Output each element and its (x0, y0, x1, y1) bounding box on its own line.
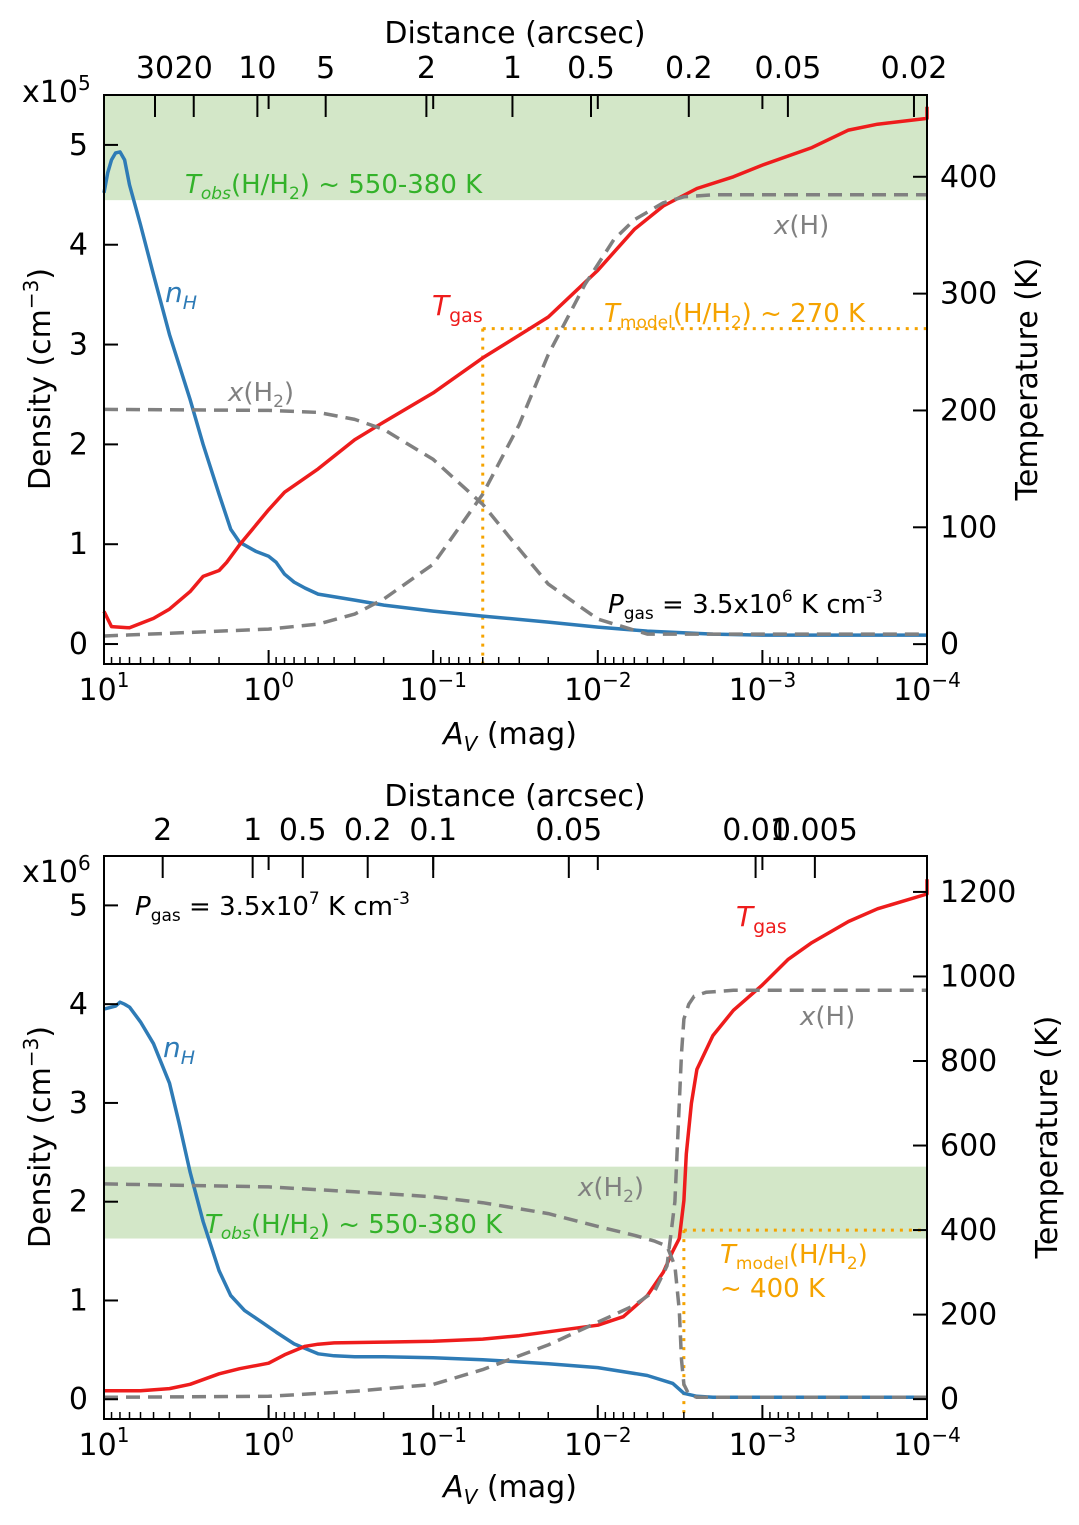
distance-tick-label: 20 (175, 51, 213, 86)
y-left-tick-label: 1 (69, 1283, 88, 1318)
pgas-label: Pgas = 3.5x106 K cm-3 (608, 587, 883, 624)
top-axis-title: Distance (arcsec) (384, 16, 645, 51)
distance-tick-label: 30 (136, 51, 174, 86)
distance-tick-label: 0.1 (409, 813, 457, 848)
distance-tick-label: 0.02 (881, 51, 948, 86)
y-right-tick-label: 200 (940, 1298, 997, 1333)
x-tick-label: 10−4 (893, 1423, 961, 1463)
x-tick-label: 100 (243, 1423, 294, 1463)
distance-tick-label: 1 (243, 813, 262, 848)
y-left-tick-label: 5 (69, 128, 88, 163)
y-left-tick-label: 5 (69, 888, 88, 923)
x-tick-label: 10−4 (893, 668, 961, 708)
gas-temperature-line (104, 879, 929, 1393)
xaxis-title: AV (mag) (441, 1470, 577, 1509)
y-left-tick-label: 2 (69, 427, 88, 462)
distance-tick-label: 1 (503, 51, 522, 86)
y-left-tick-label: 3 (69, 328, 88, 363)
xh-fraction-line (103, 988, 927, 1400)
bottom-panel: 101 100 10−1 10−2 10−3 10−42 1 0.5 0.2 0.1 0.05 0.0… (19, 779, 1065, 1509)
temperature-axis-title: Temperature (K) (1030, 1016, 1065, 1260)
xh2-series-label: x(H2) (577, 1173, 644, 1207)
x-tick-label: 10−2 (564, 1423, 632, 1463)
temperature-axis-title: Temperature (K) (1010, 258, 1045, 502)
distance-tick-label: 0.2 (665, 51, 713, 86)
density-multiplier: x105 (22, 71, 91, 110)
xh2-series-label: x(H2) (227, 378, 294, 412)
nh-series-label: nH (165, 276, 197, 314)
top-panel: 101 100 10−1 10−2 10−3 10−430 20 10 5 2 1 0.5 0.2 0.0… (19, 16, 1045, 756)
y-right-tick-label: 400 (940, 160, 997, 195)
y-right-tick-label: 800 (940, 1044, 997, 1079)
x-tick-label: 10−2 (564, 668, 632, 708)
y-right-tick-label: 200 (940, 393, 997, 428)
tgas-series-label: Tgas (432, 289, 483, 327)
x-tick-label: 10−1 (399, 668, 467, 708)
y-right-tick-label: 400 (940, 1213, 997, 1248)
nh-series-label: nH (163, 1031, 195, 1069)
x-tick-label: 100 (243, 668, 294, 708)
distance-tick-label: 2 (153, 813, 172, 848)
y-left-tick-label: 0 (69, 627, 88, 662)
x-tick-label: 10−3 (729, 1423, 797, 1463)
y-right-tick-label: 600 (940, 1129, 997, 1164)
y-right-tick-label: 1200 (940, 875, 1016, 910)
distance-tick-label: 0.2 (344, 813, 392, 848)
obs-band-label: Tobs(H/H2) ~ 550-380 K (185, 170, 483, 204)
y-right-tick-label: 0 (940, 627, 959, 662)
y-left-tick-label: 4 (69, 228, 88, 263)
obs-band-label: Tobs(H/H2) ~ 550-380 K (205, 1210, 503, 1244)
xh-series-label: x(H) (773, 211, 829, 241)
xh2-fraction-line (103, 407, 927, 636)
distance-tick-label: 10 (238, 51, 276, 86)
model-temperature-label: Tmodel(H/H2) ~ 270 K (604, 299, 866, 333)
y-left-tick-label: 0 (69, 1382, 88, 1417)
distance-tick-label: 5 (316, 51, 335, 86)
y-right-tick-label: 1000 (940, 959, 1016, 994)
tgas-series-label: Tgas (736, 900, 787, 938)
xh2-fraction-line (103, 1182, 927, 1400)
xh-fraction-line (103, 193, 927, 638)
density-axis-title: Density (cm−3) (19, 1026, 58, 1248)
plot-frame (103, 855, 928, 1420)
distance-tick-label: 0.005 (772, 813, 858, 848)
density-multiplier: x106 (22, 851, 91, 890)
distance-tick-label: 0.05 (754, 51, 821, 86)
nh-density-line (103, 1000, 927, 1400)
y-right-tick-label: 0 (940, 1382, 959, 1417)
y-left-tick-label: 3 (69, 1086, 88, 1121)
density-axis-title: Density (cm−3) (19, 268, 58, 490)
x-tick-label: 10−3 (729, 668, 797, 708)
nh-density-line (102, 150, 927, 637)
y-right-tick-label: 100 (940, 510, 997, 545)
distance-tick-label: 0.01 (722, 813, 789, 848)
model-temperature-value: ~ 400 K (720, 1274, 826, 1304)
y-left-tick-label: 4 (69, 987, 88, 1022)
distance-tick-label: 2 (417, 51, 436, 86)
xh-series-label: x(H) (799, 1002, 855, 1032)
distance-tick-label: 0.05 (535, 813, 602, 848)
plot-frame (103, 94, 928, 665)
distance-tick-label: 0.5 (567, 51, 615, 86)
pgas-label: Pgas = 3.5x107 K cm-3 (135, 889, 410, 926)
y-left-tick-label: 2 (69, 1185, 88, 1220)
y-left-tick-label: 1 (69, 527, 88, 562)
model-temperature-label: Tmodel(H/H2) (720, 1240, 868, 1274)
obs-temperature-band (104, 1166, 927, 1239)
obs-temperature-band (104, 95, 927, 201)
x-tick-label: 101 (79, 668, 130, 708)
gas-temperature-line (102, 106, 929, 630)
top-axis-title: Distance (arcsec) (384, 779, 645, 814)
x-tick-label: 101 (79, 1423, 130, 1463)
xaxis-title: AV (mag) (441, 717, 577, 756)
distance-tick-label: 0.5 (279, 813, 327, 848)
y-right-tick-label: 300 (940, 277, 997, 312)
x-tick-label: 10−1 (399, 1423, 467, 1463)
